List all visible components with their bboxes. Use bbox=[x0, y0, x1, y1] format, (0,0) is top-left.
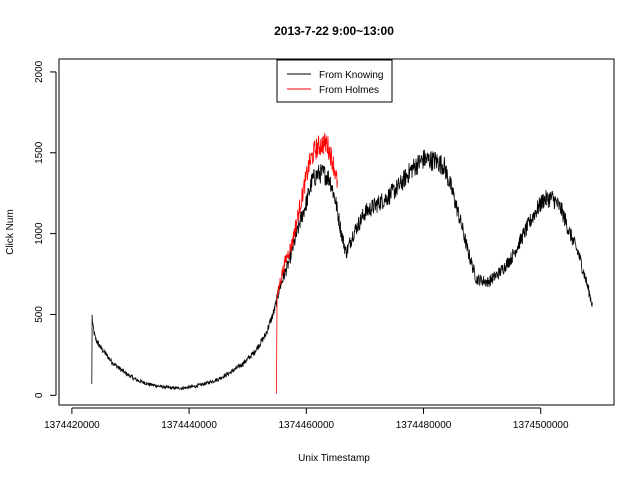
legend-box bbox=[276, 59, 393, 103]
series-line-from-knowing bbox=[91, 149, 593, 391]
legend: From Knowing From Holmes bbox=[276, 59, 393, 103]
y-tick-label: 1000 bbox=[34, 222, 45, 245]
legend-label-from-knowing: From Knowing bbox=[319, 70, 383, 81]
y-axis-label: Click Num bbox=[5, 209, 16, 255]
chart-title: 2013-7-22 9:00~13:00 bbox=[274, 24, 394, 38]
legend-label-from-holmes: From Holmes bbox=[319, 85, 379, 96]
y-tick-label: 0 bbox=[34, 392, 45, 398]
y-tick-label: 500 bbox=[34, 306, 45, 323]
plot-area bbox=[58, 58, 615, 406]
y-axis: 0 500 1000 1500 2000 bbox=[34, 60, 57, 398]
x-tick-label: 1374500000 bbox=[513, 420, 569, 431]
series-line-from-holmes bbox=[276, 133, 338, 394]
y-tick-label: 2000 bbox=[34, 60, 45, 83]
x-axis: 1374420000 1374440000 1374460000 1374480000… bbox=[44, 407, 569, 431]
x-axis-label: Unix Timestamp bbox=[298, 453, 370, 464]
x-tick-label: 1374480000 bbox=[396, 420, 452, 431]
series-group bbox=[91, 133, 593, 394]
x-tick-label: 1374420000 bbox=[44, 420, 100, 431]
x-tick-label: 1374440000 bbox=[161, 420, 217, 431]
y-tick-label: 1500 bbox=[34, 141, 45, 164]
x-tick-label: 1374460000 bbox=[279, 420, 335, 431]
